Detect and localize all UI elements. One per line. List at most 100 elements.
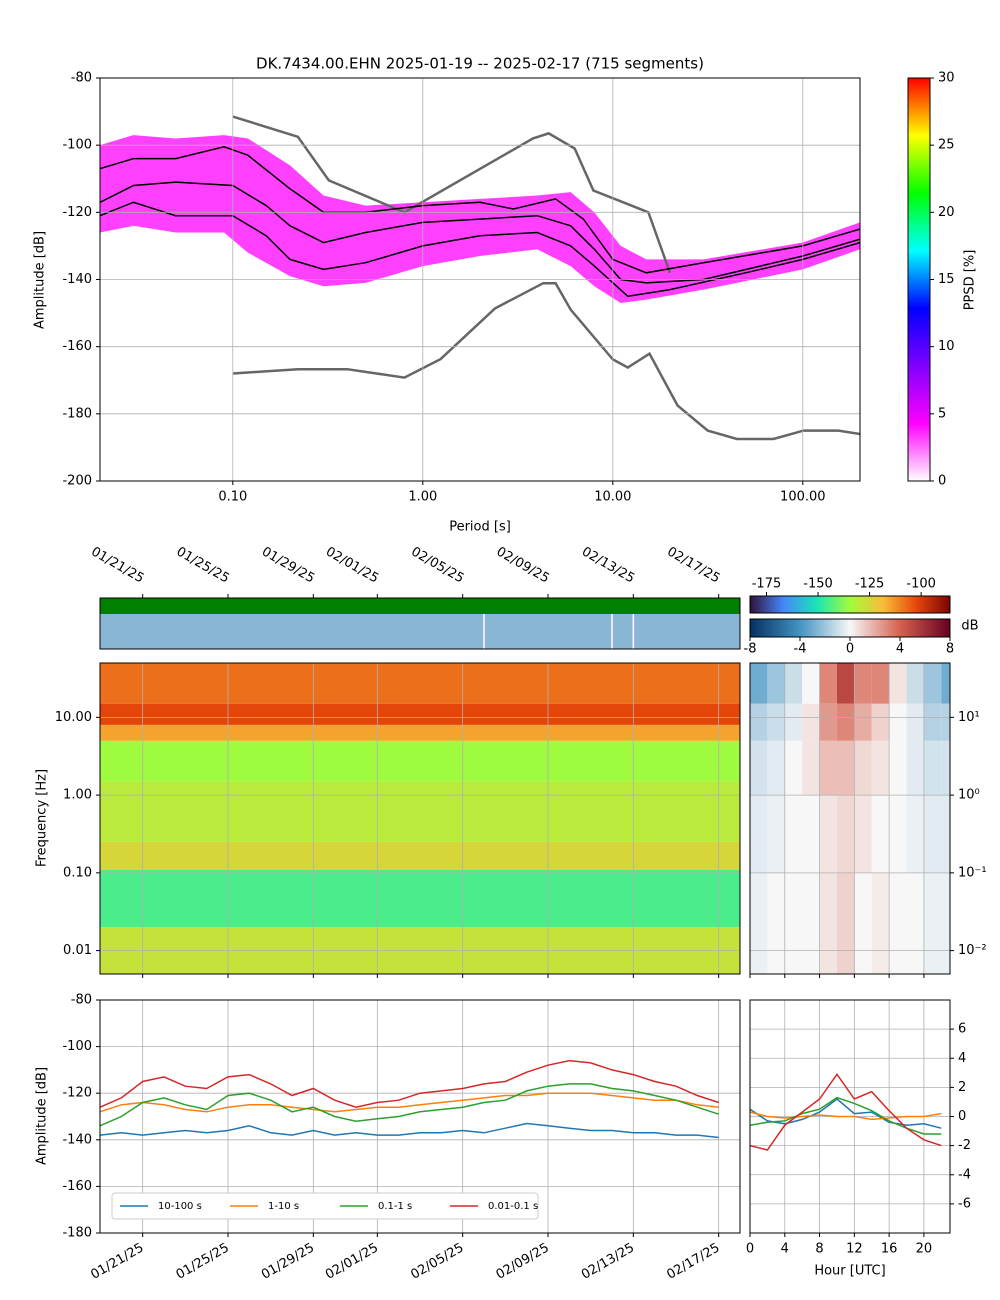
heatmap-cell — [941, 740, 950, 796]
y-tick-label: 6 — [958, 1022, 966, 1037]
colorbar-tick-label: 25 — [938, 138, 955, 153]
heatmap-cell — [923, 703, 942, 741]
heatmap-cell — [923, 872, 942, 974]
line-series — [750, 1072, 942, 1151]
y-tick-label: -4 — [958, 1167, 971, 1182]
x-tick-label: 02/01/25 — [323, 1241, 381, 1283]
heatmap-cell — [941, 703, 950, 741]
x-tick-label: 4 — [781, 1242, 789, 1257]
axes-frame — [749, 662, 951, 975]
x-tick-label: 01/29/25 — [259, 1241, 317, 1283]
y-axis-label: Amplitude [dB] — [33, 231, 48, 329]
heatmap-cell — [802, 663, 820, 704]
colorbar-tick-label: 5 — [938, 406, 946, 421]
x-tick-label: 02/05/25 — [408, 544, 466, 586]
colorbar — [749, 595, 951, 614]
heatmap-cell — [750, 795, 768, 873]
heatmap-cell — [100, 841, 740, 870]
y-tick-label: -180 — [62, 406, 92, 421]
y-tick-label: -6 — [958, 1196, 971, 1211]
colorbar — [907, 77, 931, 482]
x-tick-label: 8 — [815, 1242, 823, 1257]
legend-label: 0.1-1 s — [378, 1201, 412, 1212]
chart-title: DK.7434.00.EHN 2025-01-19 -- 2025-02-17 … — [256, 55, 704, 73]
line-series — [100, 146, 860, 274]
colorbar-tick-label: -100 — [906, 577, 936, 592]
heatmap-cell — [889, 795, 907, 873]
line-series — [232, 281, 860, 441]
plot-area — [750, 1072, 942, 1151]
x-tick-label: 01/21/25 — [88, 544, 146, 586]
heatmap-cell — [100, 724, 740, 741]
heatmap-cell — [767, 872, 785, 974]
y-tick-label: -140 — [62, 272, 92, 287]
y-tick-label: -180 — [62, 1226, 92, 1241]
y-tick-label: 0.10 — [63, 865, 92, 880]
y-tick-label: -200 — [62, 474, 92, 489]
y-tick-label: -100 — [62, 1039, 92, 1054]
heatmap-cell — [854, 872, 872, 974]
legend-label: 10-100 s — [158, 1201, 202, 1212]
line-series — [100, 1092, 719, 1113]
x-tick-label: 10.00 — [594, 490, 631, 505]
colorbar-tick-label: 4 — [896, 642, 904, 657]
colorbar-tick-label: 10 — [938, 339, 955, 354]
x-axis-label: Period [s] — [449, 520, 511, 535]
x-tick-label: 20 — [916, 1242, 933, 1257]
y-axis-label: Amplitude [dB] — [35, 1067, 50, 1165]
heatmap-cell — [906, 703, 924, 741]
x-tick-label: 02/09/25 — [494, 544, 552, 586]
x-tick-label: 16 — [881, 1242, 898, 1257]
x-axis-label: Hour [UTC] — [814, 1264, 885, 1279]
heatmap-cell — [871, 795, 890, 873]
y-axis-label: Frequency [Hz] — [35, 769, 50, 867]
colorbar — [749, 618, 951, 638]
y-tick-label: -80 — [71, 993, 92, 1008]
axes-frame — [99, 77, 861, 482]
heatmap-cell — [889, 740, 907, 796]
y-tick-label: 2 — [958, 1080, 966, 1095]
heatmap-cell — [784, 740, 803, 796]
heatmap-cell — [100, 869, 740, 928]
colorbar-tick-label: 0 — [846, 642, 854, 657]
colorbar-tick-label: 15 — [938, 272, 955, 287]
heatmap-cell — [784, 872, 803, 974]
colorbar-tick-label: -150 — [803, 577, 833, 592]
colorbar-tick-label: -125 — [855, 577, 885, 592]
line-series — [232, 115, 672, 274]
line-series — [100, 1059, 719, 1108]
x-tick-label: 02/09/25 — [494, 1241, 552, 1283]
x-tick-label: 02/13/25 — [579, 1241, 637, 1283]
y-tick-label: 0.01 — [63, 943, 92, 958]
heatmap-cell — [802, 795, 820, 873]
heatmap-cell — [802, 703, 820, 741]
heatmap-cell — [906, 795, 924, 873]
y-tick-label: 10⁻² — [958, 943, 987, 958]
heatmap-cell — [889, 703, 907, 741]
heatmap-cell — [802, 872, 820, 974]
heatmap-cell — [100, 663, 740, 704]
heatmap-cell — [906, 663, 924, 704]
line-series — [750, 1111, 942, 1121]
heatmap-cell — [854, 703, 872, 741]
colorbar-tick-label: 30 — [938, 71, 955, 86]
line-series — [100, 1122, 719, 1139]
heatmap-cell — [784, 703, 803, 741]
heatmap-cell — [906, 872, 924, 974]
x-tick-label: 01/25/25 — [174, 1241, 232, 1283]
heatmap-cell — [889, 663, 907, 704]
heatmap-cell — [767, 663, 785, 704]
y-tick-label: 10⁻¹ — [958, 865, 987, 880]
heatmap-cell — [802, 740, 820, 796]
heatmap-cell — [819, 740, 837, 796]
heatmap-cell — [836, 663, 855, 704]
y-tick-label: -80 — [71, 71, 92, 86]
heatmap-cell — [906, 740, 924, 796]
colorbar-label: PPSD [%] — [963, 250, 978, 311]
heatmap-cell — [871, 872, 890, 974]
plot-area — [750, 663, 950, 974]
heatmap-cell — [941, 795, 950, 873]
heatmap-cell — [871, 703, 890, 741]
heatmap-cell — [750, 740, 768, 796]
heatmap-cell — [871, 663, 890, 704]
